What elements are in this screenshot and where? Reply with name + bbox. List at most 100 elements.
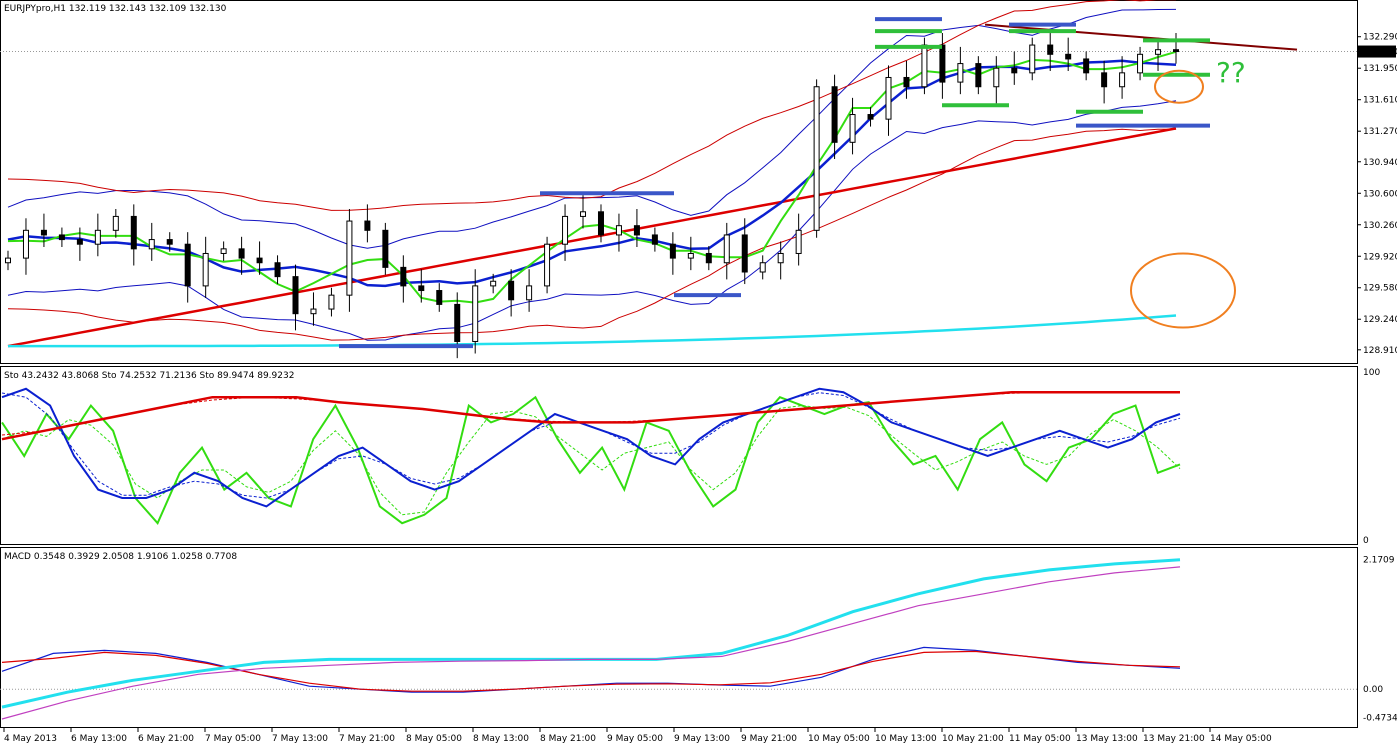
x-tick-label: 9 May 13:00 [674, 734, 730, 744]
candle-body [687, 252, 694, 259]
candle-body [148, 239, 155, 250]
candle-body [490, 280, 497, 287]
x-tick-label: 7 May 13:00 [272, 734, 328, 744]
main-y-tick-label: 131.270 [1363, 127, 1397, 137]
x-tick-label: 9 May 05:00 [607, 734, 663, 744]
macd-signal-line [1, 650, 1181, 692]
main-chart-layer [0, 0, 1357, 359]
candle-body [130, 215, 137, 250]
macd-series-line [1, 566, 1181, 720]
annotation-question-marks: ?? [1216, 56, 1246, 89]
candle-body [651, 234, 658, 245]
candle-body [184, 243, 191, 287]
candle-body [580, 211, 587, 217]
candle-body [831, 86, 838, 143]
candle-body [94, 229, 101, 245]
candle-body [1065, 53, 1072, 60]
candle-body [741, 234, 748, 273]
candle-body [562, 215, 569, 245]
candle-body [508, 280, 515, 301]
candle-body [993, 67, 1000, 88]
candle-body [274, 262, 281, 278]
x-tick-label: 6 May 21:00 [138, 734, 194, 744]
stoch-y-label: 100 [1363, 368, 1380, 378]
candle-body [58, 234, 65, 241]
main-y-tick-label: 131.610 [1363, 96, 1397, 106]
candle-body [957, 63, 964, 83]
candle-body [633, 225, 640, 236]
x-tick-label: 10 May 13:00 [875, 734, 937, 744]
macd-y-label: -0.4734 [1363, 713, 1397, 723]
main-y-tick-label: 130.260 [1363, 221, 1397, 231]
candle-body [292, 276, 299, 315]
candle-body [975, 63, 982, 88]
candle-body [885, 76, 892, 120]
candle-body [1029, 44, 1036, 74]
red-band-lower-line [7, 128, 1176, 341]
macd-chart-layer [0, 558, 1357, 720]
stoch-signal-line [1, 392, 1181, 499]
candle-body [1101, 72, 1108, 88]
orange-circle-large [1130, 252, 1236, 329]
candle-body [382, 229, 389, 268]
candle-body [454, 303, 461, 342]
x-tick-label: 10 May 05:00 [808, 734, 870, 744]
x-tick-label: 13 May 13:00 [1076, 734, 1138, 744]
main-header: EURJPYpro,H1 132.119 132.143 132.109 132… [4, 4, 227, 14]
red-band-upper-line [7, 0, 1176, 211]
main-y-tick-label: 130.940 [1363, 158, 1397, 168]
candle-body [1119, 72, 1126, 88]
candle-body [813, 86, 820, 231]
candle-body [777, 252, 784, 264]
candle-body [939, 44, 946, 83]
main-y-tick-label: 129.240 [1363, 315, 1397, 325]
x-tick-label: 6 May 13:00 [71, 734, 127, 744]
stoch-series-line [1, 395, 1181, 526]
candle-body [40, 229, 47, 236]
bollinger-lower-line [7, 100, 1177, 341]
candle-body [310, 308, 317, 315]
main-y-tick-label: 131.950 [1363, 64, 1397, 74]
price-label: 132.130 [1361, 48, 1397, 58]
candle-body [1083, 58, 1090, 74]
main-y-tick-label: 132.290 [1363, 33, 1397, 43]
candle-body [256, 257, 263, 264]
candle-body [5, 257, 11, 264]
ema-cyan-line [8, 314, 1177, 348]
stoch-y-label: 0 [1363, 536, 1369, 546]
ema-red-line [7, 127, 1177, 348]
candle-body [759, 262, 766, 273]
candle-body [76, 239, 83, 245]
candle-body [597, 211, 604, 236]
x-tick-label: 8 May 21:00 [540, 734, 596, 744]
x-tick-label: 9 May 21:00 [741, 734, 797, 744]
candle-body [705, 252, 712, 264]
x-tick-label: 14 May 05:00 [1210, 734, 1272, 744]
x-tick-label: 8 May 05:00 [406, 734, 462, 744]
candle-body [220, 248, 227, 254]
candle-body [328, 294, 335, 310]
macd-y-label: 0.00 [1363, 685, 1383, 695]
x-tick-label: 4 May 2013 [4, 734, 57, 744]
candle-body [1047, 44, 1054, 55]
candle-body [112, 215, 119, 231]
main-y-tick-label: 129.920 [1363, 252, 1397, 262]
price-label-box [1358, 45, 1396, 58]
x-tick-label: 13 May 21:00 [1143, 734, 1205, 744]
candle-body [1155, 49, 1162, 55]
candle-body [669, 243, 676, 259]
x-tick-label: 11 May 05:00 [1009, 734, 1071, 744]
x-tick-label: 7 May 05:00 [205, 734, 261, 744]
x-tick-label: 7 May 21:00 [339, 734, 395, 744]
x-tick-label: 8 May 13:00 [473, 734, 529, 744]
candle-body [544, 243, 551, 287]
main-y-tick-label: 128.910 [1363, 346, 1397, 356]
candle-body [472, 285, 479, 342]
resistance-trendline [984, 23, 1298, 51]
main-y-tick-label: 129.580 [1363, 284, 1397, 294]
stoch-header: Sto 43.2432 43.8068 Sto 74.2532 71.2136 … [4, 371, 294, 381]
candle-body [849, 114, 856, 143]
candle-body [1173, 49, 1179, 53]
candle-body [723, 234, 730, 264]
